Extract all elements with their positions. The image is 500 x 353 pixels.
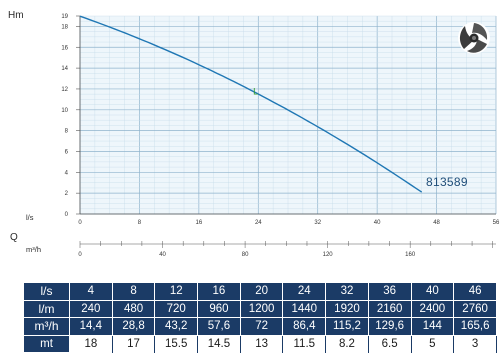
table-row: l/s 4 8 12 16 20 24 32 36 40 46: [24, 283, 497, 301]
table-cell: 720: [155, 300, 198, 318]
table-cell: 240: [70, 300, 113, 318]
table-cell: 15.5: [155, 335, 198, 353]
table-cell: 86,4: [283, 318, 326, 336]
table-cell: 28,8: [112, 318, 155, 336]
table-cell: 4: [70, 283, 113, 301]
y-tick-label: 16: [61, 45, 68, 51]
x-tick-label-m3h: 80: [242, 252, 249, 258]
table-cell: 5: [411, 335, 454, 353]
table-cell: 144: [411, 318, 454, 336]
table-cell: 11.5: [283, 335, 326, 353]
table-cell: 480: [112, 300, 155, 318]
performance-table-body: l/s 4 8 12 16 20 24 32 36 40 46 l/m 240 480 720 960 1200…: [24, 283, 497, 353]
x-tick-label-ls: 40: [374, 220, 381, 226]
table-cell: 57,6: [198, 318, 241, 336]
y-tick-label: 8: [65, 129, 69, 135]
impeller-icon: [458, 22, 490, 54]
table-cell: 32: [326, 283, 369, 301]
x-tick-label-m3h: 120: [323, 252, 334, 258]
q-axis-label: Q: [10, 232, 18, 243]
table-cell: 40: [411, 283, 454, 301]
y-axis-label: Hm: [8, 10, 24, 21]
operating-point-marker: L: [253, 86, 258, 96]
table-cell: 46: [454, 283, 497, 301]
x-tick-label-ls: 8: [138, 220, 142, 226]
x-tick-label-ls: 48: [433, 220, 440, 226]
table-row-header: m³/h: [24, 318, 70, 336]
table-row: mt 18 17 15.5 14.5 13 11.5 8.2 6.5 5 3: [24, 335, 497, 353]
table-cell: 12: [155, 283, 198, 301]
y-tick-label: 10: [61, 108, 68, 114]
x-tick-label-ls: 56: [493, 220, 500, 226]
table-cell: 13: [240, 335, 283, 353]
table-cell: 20: [240, 283, 283, 301]
table-row: m³/h 14,4 28,8 43,2 57,6 72 86,4 115,2 129,6 144 1…: [24, 318, 497, 336]
x-tick-label-ls: 16: [196, 220, 203, 226]
y-tick-label: 0: [65, 212, 69, 218]
table-cell: 24: [283, 283, 326, 301]
x-tick-label-ls: 32: [314, 220, 321, 226]
table-row-header: l/m: [24, 300, 70, 318]
y-tick-label: 6: [65, 149, 69, 155]
performance-table: l/s 4 8 12 16 20 24 32 36 40 46 l/m 240 480 720 960 1200…: [23, 282, 497, 353]
table-cell: 36: [368, 283, 411, 301]
x-axis-m3h: 0 40 80 120 160: [78, 241, 496, 258]
y-tick-labels: 0 2 4 6 8 10 12 14 16 18 19: [61, 14, 80, 218]
table-cell: 3: [454, 335, 497, 353]
x-tick-label-m3h: 40: [159, 252, 166, 258]
table-cell: 165,6: [454, 318, 497, 336]
table-cell: 16: [198, 283, 241, 301]
table-cell: 1920: [326, 300, 369, 318]
y-tick-label: 4: [65, 170, 69, 176]
x-axis-label-m3h: m³/h: [26, 245, 41, 254]
y-tick-label: 2: [65, 191, 69, 197]
table-row-header: mt: [24, 335, 70, 353]
y-tick-label: 14: [61, 66, 68, 72]
table-cell: 14,4: [70, 318, 113, 336]
y-tick-label: 18: [61, 24, 68, 30]
table-row: l/m 240 480 720 960 1200 1440 1920 2160 2400 2760: [24, 300, 497, 318]
table-cell: 14.5: [198, 335, 241, 353]
table-cell: 2760: [454, 300, 497, 318]
table-cell: 8.2: [326, 335, 369, 353]
table-cell: 18: [70, 335, 113, 353]
x-axis-label-ls: l/s: [26, 213, 34, 222]
table-cell: 129,6: [368, 318, 411, 336]
table-cell: 115,2: [326, 318, 369, 336]
table-row-header: l/s: [24, 283, 70, 301]
table-cell: 1200: [240, 300, 283, 318]
table-cell: 6.5: [368, 335, 411, 353]
x-tick-label-m3h: 160: [405, 252, 416, 258]
model-number-label: 813589: [426, 175, 468, 189]
x-tick-label-ls: 0: [78, 220, 82, 226]
table-cell: 960: [198, 300, 241, 318]
table-cell: 72: [240, 318, 283, 336]
y-tick-label: 12: [61, 87, 68, 93]
x-tick-labels-ls: 0 8 16 24 32 40 48 56: [78, 220, 500, 226]
table-cell: 8: [112, 283, 155, 301]
x-tick-label-ls: 24: [255, 220, 262, 226]
y-tick-label: 19: [61, 14, 68, 20]
table-cell: 43,2: [155, 318, 198, 336]
x-tick-label-m3h: 0: [78, 252, 82, 258]
table-cell: 17: [112, 335, 155, 353]
table-cell: 2160: [368, 300, 411, 318]
table-cell: 2400: [411, 300, 454, 318]
table-cell: 1440: [283, 300, 326, 318]
